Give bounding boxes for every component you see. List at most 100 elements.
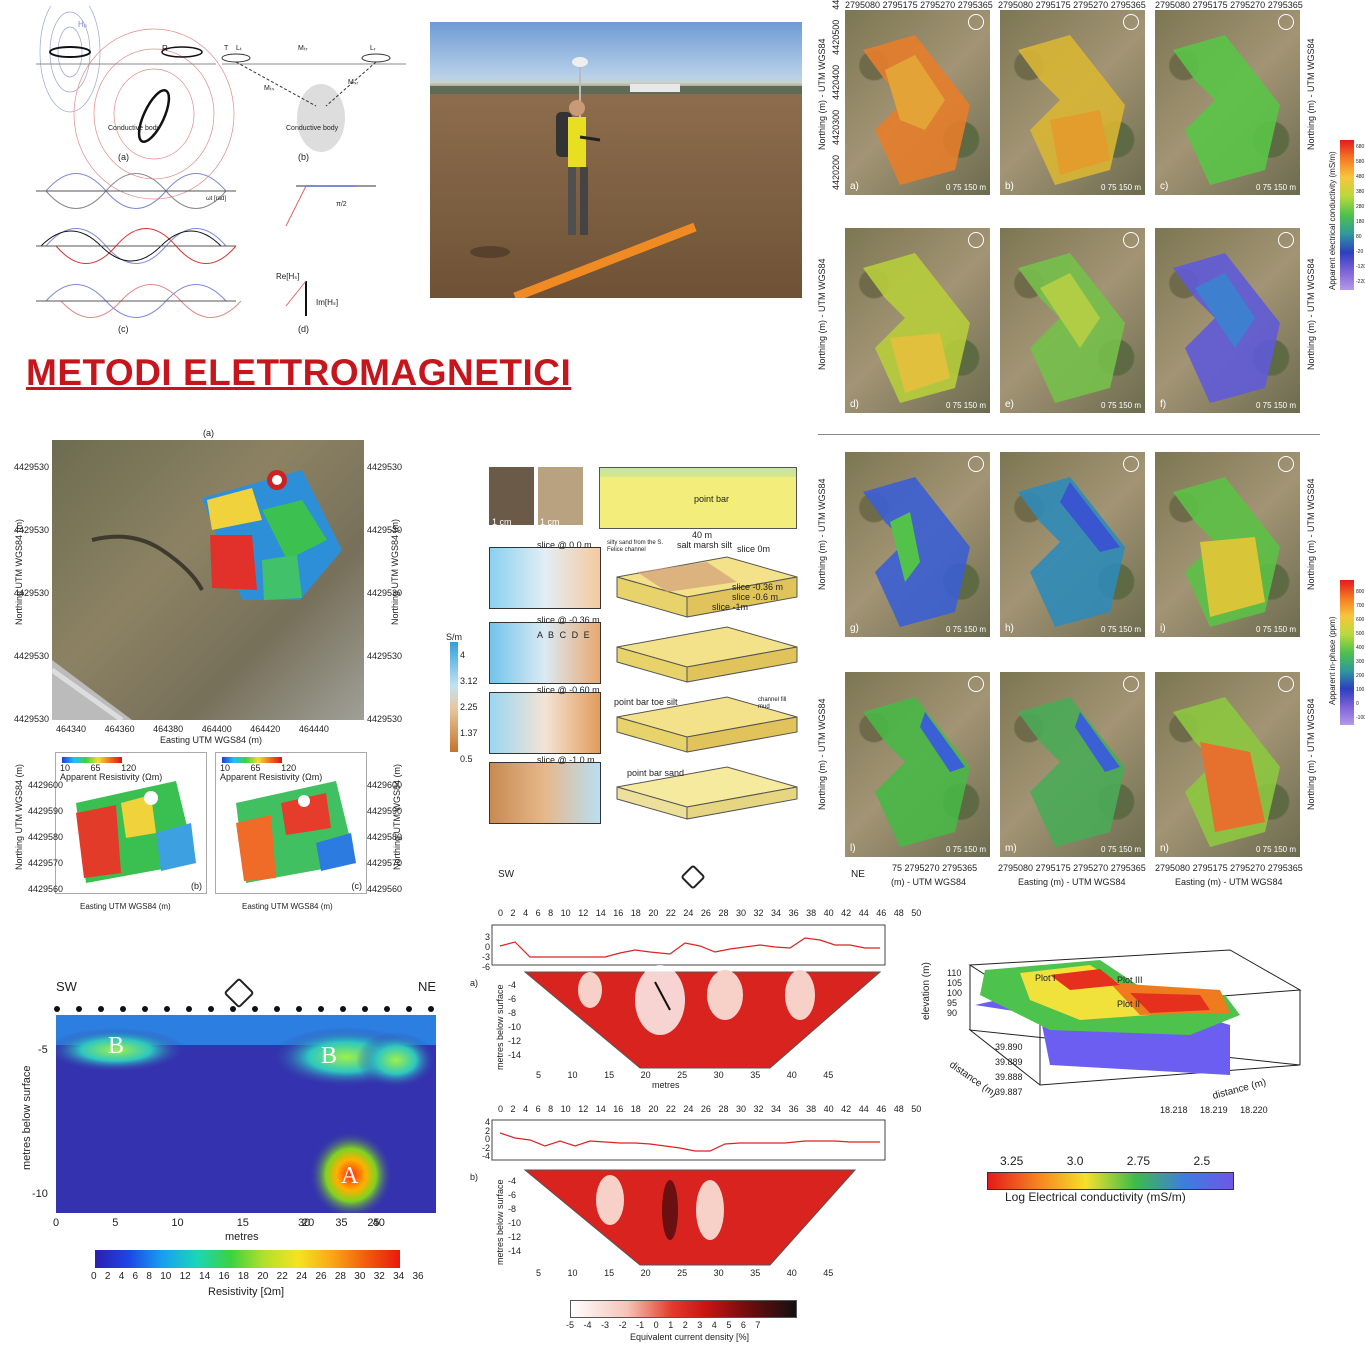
panel-label: b) xyxy=(1005,181,1014,192)
resmap-c-label: (c) xyxy=(351,881,363,891)
scale-75: 75 xyxy=(1262,183,1272,192)
cbar2-tick: 600 xyxy=(1356,617,1365,623)
resmap-yticks-right: 4429530 4429530 4429530 4429530 4429530 xyxy=(367,436,402,751)
r-label: R xyxy=(162,44,168,53)
ytick: -14 xyxy=(508,1050,522,1060)
block-slice-0: slice 0m xyxy=(737,544,771,554)
scale-75: 75 xyxy=(1107,845,1117,854)
scale-bar: 0 75 150 m xyxy=(1256,845,1296,854)
ntick: 4420300 xyxy=(831,109,841,145)
tick: 18 xyxy=(630,908,641,918)
resmap-b-easting: Easting UTM WGS84 (m) xyxy=(80,902,171,911)
cbar1-tick: 80 xyxy=(1356,234,1362,240)
scale-bar: 0 75 150 m xyxy=(1256,183,1296,192)
map-overlay xyxy=(1173,35,1280,185)
resmap-c-panel: 10 65 120 Apparent Resistivity (Ωm) (c) xyxy=(215,752,367,894)
scale-75: 75 xyxy=(952,845,962,854)
resmap-sub-yticks-right: 4429600 4429590 4429580 4429570 4429560 xyxy=(367,772,402,902)
ytick: 4429590 xyxy=(367,806,403,816)
resmap-b-shape xyxy=(76,781,196,883)
resmap-c-colorbar xyxy=(222,757,282,763)
conductive-body-label-b: Conductive body xyxy=(286,125,339,132)
cd-a-xlabel: metres xyxy=(652,1080,680,1090)
tick: 16 xyxy=(613,1104,624,1114)
tick: 0 xyxy=(498,1104,504,1114)
map-overlay xyxy=(1018,477,1125,627)
scale-75: 75 xyxy=(952,625,962,634)
resmap-sub-yticks-left: 4429600 4429590 4429580 4429570 4429560 xyxy=(28,772,63,902)
ntick: 4420200 xyxy=(831,154,841,190)
cbar1-tick: 280 xyxy=(1356,204,1365,210)
xtick: 25 xyxy=(677,1268,688,1278)
ytick: -4 xyxy=(508,980,517,990)
cd-b-yticks: 4 2 0 -2 -4 xyxy=(478,1118,490,1161)
letter: C xyxy=(559,630,567,640)
tick: 2 xyxy=(510,908,516,918)
tick: 2795175 xyxy=(1192,863,1228,873)
cbar-tick: 36 xyxy=(412,1271,424,1282)
cbar-tick: -3 xyxy=(601,1320,610,1330)
compass-icon xyxy=(1278,14,1294,30)
tick: 36 xyxy=(788,1104,799,1114)
fig-d-label: (d) xyxy=(298,324,309,334)
msr-label: Mₛᵣ xyxy=(348,79,359,86)
cbar1-tick: -120 xyxy=(1356,264,1365,270)
panel-label: a) xyxy=(850,181,859,192)
cbar1-tick: -20 xyxy=(1356,249,1364,255)
xtick: 39.890 xyxy=(995,1042,1023,1052)
easting-label-2: Easting (m) - UTM WGS84 xyxy=(1018,877,1126,887)
cbar2-tick: 0 xyxy=(1356,701,1359,707)
cbar-tick: 6 xyxy=(132,1271,139,1282)
scale-1cm-2: 1 cm xyxy=(540,517,560,527)
scale-150: 150 m xyxy=(963,183,986,192)
cbar2-tick: 300 xyxy=(1356,659,1365,665)
tick: 50 xyxy=(911,1104,922,1114)
block3d-figure: Plot I Plot II Plot III elevation (m) 11… xyxy=(900,935,1340,1130)
cd-compass-icon xyxy=(680,864,706,890)
letter: B xyxy=(548,630,555,640)
compass-icon xyxy=(1278,676,1294,692)
panel-label: g) xyxy=(850,623,859,634)
ytick: 18.219 xyxy=(1200,1105,1228,1115)
ytick: 4429530 xyxy=(14,525,50,535)
ert-cbar-label: Resistivity [Ωm] xyxy=(208,1286,285,1298)
xtick: 5 xyxy=(536,1070,542,1080)
ytick: -6 xyxy=(508,1190,517,1200)
scale-75: 75 xyxy=(952,401,962,410)
slice-map-4 xyxy=(489,762,601,824)
ert-colorbar xyxy=(95,1250,400,1268)
ytick: 18.220 xyxy=(1240,1105,1268,1115)
tick: 28 xyxy=(718,908,729,918)
cd-cbar-ticks: -5 -4 -3 -2 -1 0 1 2 3 4 5 6 7 xyxy=(566,1320,760,1330)
block-channel-fill: channel fill mud xyxy=(758,697,787,710)
scale-0: 0 xyxy=(1100,625,1106,634)
tick: 0 xyxy=(498,908,504,918)
grid-bottom-ticks-3: 2795080 2795175 2795270 2795365 xyxy=(1155,863,1303,873)
xtick: 40 xyxy=(372,1217,385,1229)
cd-a-xticks: 5 10 15 20 25 30 35 40 45 xyxy=(536,1070,833,1080)
slice-letters: A B C D E xyxy=(537,630,590,640)
tick: 6 xyxy=(535,1104,541,1114)
tick: 2795080 xyxy=(998,0,1034,10)
scale-75: 75 xyxy=(1107,183,1117,192)
ert-ytick-5: -5 xyxy=(38,1044,48,1056)
map-overlay xyxy=(1173,697,1280,847)
scale-75: 75 xyxy=(952,183,962,192)
cbar-tick: 65 xyxy=(250,763,261,773)
northing-axis-label-8: Northing (m) - UTM WGS84 xyxy=(1306,698,1316,810)
block3d-zticks: 110 105 100 95 90 xyxy=(947,968,962,1018)
xtick: 30 xyxy=(298,1217,311,1229)
ytick: -4 xyxy=(481,1151,490,1161)
compass-icon xyxy=(1123,676,1139,692)
xtick: 15 xyxy=(236,1217,249,1229)
panel-label: n) xyxy=(1160,843,1169,854)
scale-75: 75 xyxy=(1262,625,1272,634)
tick: 2795080 xyxy=(1155,863,1191,873)
ytick: -10 xyxy=(508,1218,522,1228)
tick: 6 xyxy=(535,908,541,918)
xtick: 40 xyxy=(786,1268,797,1278)
ytick: 4429560 xyxy=(28,884,64,894)
tick: 14 xyxy=(595,1104,606,1114)
cbar-tick: 30 xyxy=(354,1271,366,1282)
stratigraphy-block xyxy=(599,467,797,529)
